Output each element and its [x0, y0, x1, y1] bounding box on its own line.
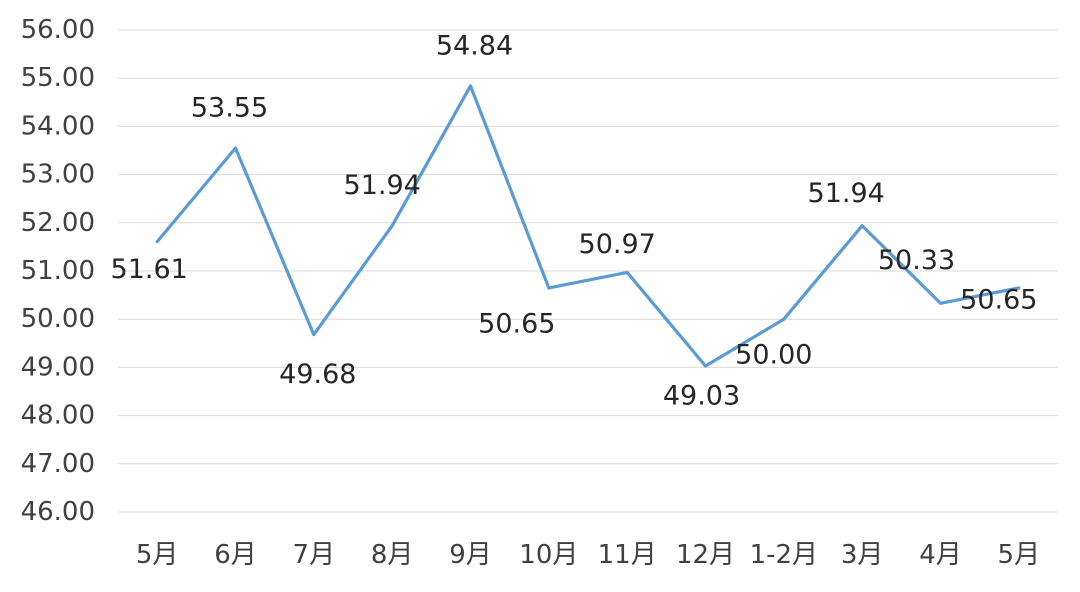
y-tick-label: 46.00 — [21, 497, 95, 527]
series-group — [155, 84, 1021, 368]
data-label: 50.65 — [960, 284, 1037, 315]
x-tick-label: 7月 — [293, 540, 336, 570]
y-tick-label: 47.00 — [21, 449, 95, 479]
series-line — [155, 84, 1021, 368]
x-tick-label: 4月 — [919, 540, 962, 570]
y-tick-label: 53.00 — [21, 160, 95, 190]
data-label: 50.00 — [735, 340, 812, 371]
data-label: 51.94 — [344, 170, 421, 201]
x-tick-label: 8月 — [371, 540, 414, 570]
data-label: 50.33 — [878, 245, 955, 276]
y-tick-label: 48.00 — [21, 401, 95, 431]
x-tick-label: 12月 — [676, 540, 735, 570]
data-label: 50.65 — [478, 308, 555, 339]
x-axis-ticks: 5月 6月 7月 8月 9月 10月 11月 12月 1-2月 3月 4月 5月 — [136, 540, 1040, 570]
data-label: 54.84 — [436, 30, 513, 61]
y-tick-label: 52.00 — [21, 208, 95, 238]
data-label: 49.68 — [279, 359, 356, 390]
y-tick-label: 50.00 — [21, 304, 95, 334]
data-label: 51.94 — [808, 178, 885, 209]
data-label: 50.97 — [579, 229, 656, 260]
y-tick-label: 49.00 — [21, 352, 95, 382]
x-tick-label: 6月 — [214, 540, 257, 570]
x-tick-label: 9月 — [449, 540, 492, 570]
x-tick-label: 3月 — [841, 540, 884, 570]
y-tick-label: 54.00 — [21, 111, 95, 141]
data-labels: 51.61 53.55 49.68 51.94 54.84 50.65 50.97 49.03… — [111, 30, 1038, 411]
y-axis-ticks: 46.00 47.00 48.00 49.00 50.00 51.00 52.00 53.00… — [21, 15, 95, 527]
x-tick-label: 11月 — [598, 540, 657, 570]
x-tick-label: 10月 — [519, 540, 578, 570]
y-tick-label: 56.00 — [21, 15, 95, 45]
gridlines — [118, 29, 1058, 513]
x-tick-label: 1-2月 — [750, 540, 818, 570]
data-label: 53.55 — [191, 93, 268, 124]
data-label: 49.03 — [663, 380, 740, 411]
y-tick-label: 51.00 — [21, 256, 95, 286]
y-tick-label: 55.00 — [21, 63, 95, 93]
x-tick-label: 5月 — [136, 540, 179, 570]
x-tick-label: 5月 — [998, 540, 1041, 570]
data-label: 51.61 — [111, 254, 188, 285]
